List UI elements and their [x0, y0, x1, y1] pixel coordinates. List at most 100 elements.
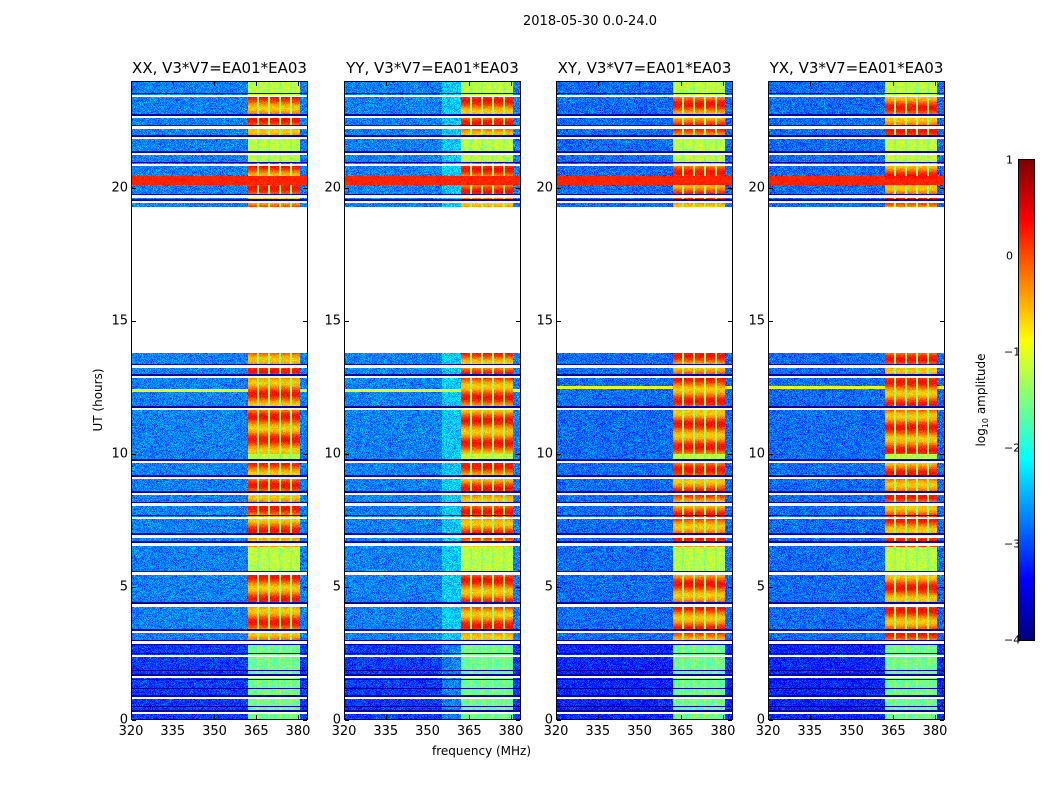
x-tick-mark-top — [214, 82, 216, 86]
x-tick-label: 380 — [498, 724, 524, 739]
y-tick-label: 5 — [119, 579, 128, 595]
y-tick-mark — [769, 720, 773, 721]
x-tick-mark — [427, 715, 429, 719]
y-tick-label: 10 — [324, 446, 341, 462]
y-tick-mark-right — [516, 586, 520, 588]
colorbar-label-sub: 10 — [981, 417, 991, 429]
x-tick-label: 380 — [285, 724, 311, 739]
panel-title: XY, V3*V7=EA01*EA03 — [557, 59, 732, 77]
colorbar-tick-label: 1 — [1006, 153, 1013, 167]
colorbar-tick-label: 0 — [1006, 249, 1013, 263]
y-tick-mark — [345, 453, 349, 455]
x-tick-mark — [809, 715, 811, 719]
x-tick-label: 350 — [202, 724, 227, 739]
heatmap-panel — [556, 81, 733, 720]
x-tick-mark — [131, 715, 132, 719]
x-tick-mark-top — [469, 82, 471, 86]
y-tick-label: 0 — [756, 712, 765, 728]
y-tick-label: 15 — [748, 313, 765, 329]
heatmap-image — [557, 82, 732, 719]
heatmap-panel — [344, 81, 521, 720]
x-tick-mark-top — [297, 82, 299, 86]
y-tick-mark — [557, 586, 561, 588]
colorbar-label-rest: amplitude — [973, 353, 988, 418]
x-tick-label: 335 — [797, 724, 823, 739]
y-tick-mark — [557, 720, 561, 721]
x-tick-mark-top — [597, 82, 599, 86]
colorbar-tick-label: −3 — [1004, 537, 1021, 551]
y-tick-label: 20 — [324, 180, 341, 195]
y-tick-mark — [769, 586, 773, 588]
heatmap-image — [345, 82, 520, 719]
x-tick-label: 350 — [627, 724, 652, 739]
y-tick-mark — [769, 320, 773, 322]
y-tick-mark — [557, 187, 561, 189]
x-tick-mark — [385, 715, 387, 719]
x-tick-mark-top — [809, 82, 811, 86]
x-tick-label: 335 — [160, 724, 186, 739]
heatmap-panel — [768, 81, 945, 720]
x-tick-mark — [893, 715, 895, 719]
x-tick-label: 365 — [668, 724, 694, 739]
colorbar-tick-label: −2 — [1004, 441, 1021, 455]
x-tick-mark — [681, 715, 683, 719]
x-tick-mark-top — [427, 82, 429, 86]
y-tick-mark-right — [303, 453, 307, 455]
x-tick-mark-top — [681, 82, 683, 86]
y-tick-mark — [132, 187, 136, 189]
y-tick-mark-right — [303, 720, 307, 721]
y-tick-mark — [557, 320, 561, 322]
y-tick-mark-right — [303, 187, 307, 189]
x-tick-mark-top — [851, 82, 853, 86]
panel-title: XX, V3*V7=EA01*EA03 — [132, 59, 307, 77]
x-tick-mark — [556, 715, 557, 719]
y-tick-mark-right — [303, 586, 307, 588]
x-axis-label: frequency (MHz) — [432, 744, 532, 758]
x-tick-mark-top — [934, 82, 936, 86]
x-tick-mark-top — [385, 82, 387, 86]
y-tick-mark-right — [940, 586, 944, 588]
x-tick-mark — [469, 715, 471, 719]
x-tick-mark — [597, 715, 599, 719]
figure-title: 2018-05-30 0.0-24.0 — [523, 14, 657, 29]
y-tick-label: 10 — [748, 446, 765, 462]
x-tick-mark-top — [639, 82, 641, 86]
y-tick-mark-right — [940, 187, 944, 189]
y-tick-label: 15 — [324, 313, 341, 329]
x-tick-mark — [297, 715, 299, 719]
x-tick-mark-top — [556, 82, 557, 86]
y-tick-label: 20 — [748, 180, 765, 195]
colorbar-label: log10 amplitude — [974, 354, 990, 447]
y-tick-mark-right — [516, 320, 520, 322]
x-tick-label: 380 — [710, 724, 736, 739]
y-tick-mark-right — [728, 720, 732, 721]
y-tick-label: 15 — [111, 313, 128, 329]
x-tick-mark-top — [893, 82, 895, 86]
x-tick-label: 365 — [880, 724, 906, 739]
panel-title: YX, V3*V7=EA01*EA03 — [769, 59, 944, 77]
colorbar-tick-label: −4 — [1004, 633, 1021, 647]
x-tick-label: 365 — [456, 724, 482, 739]
y-tick-mark — [557, 453, 561, 455]
x-tick-label: 365 — [243, 724, 269, 739]
x-tick-mark — [214, 715, 216, 719]
x-tick-label: 320 — [331, 724, 357, 739]
x-tick-label: 320 — [755, 724, 781, 739]
x-tick-label: 320 — [543, 724, 569, 739]
y-tick-mark — [132, 320, 136, 322]
x-tick-mark-top — [722, 82, 724, 86]
y-tick-mark — [345, 586, 349, 588]
y-tick-mark-right — [940, 453, 944, 455]
y-tick-label: 20 — [111, 180, 128, 195]
y-tick-label: 5 — [544, 579, 553, 595]
colorbar — [1018, 159, 1035, 641]
y-tick-mark — [132, 720, 136, 721]
heatmap-image — [769, 82, 944, 719]
x-tick-mark — [639, 715, 641, 719]
x-tick-label: 350 — [839, 724, 864, 739]
y-tick-label: 5 — [332, 579, 341, 595]
y-tick-label: 10 — [111, 446, 128, 462]
y-tick-mark-right — [940, 720, 944, 721]
x-tick-mark — [934, 715, 936, 719]
